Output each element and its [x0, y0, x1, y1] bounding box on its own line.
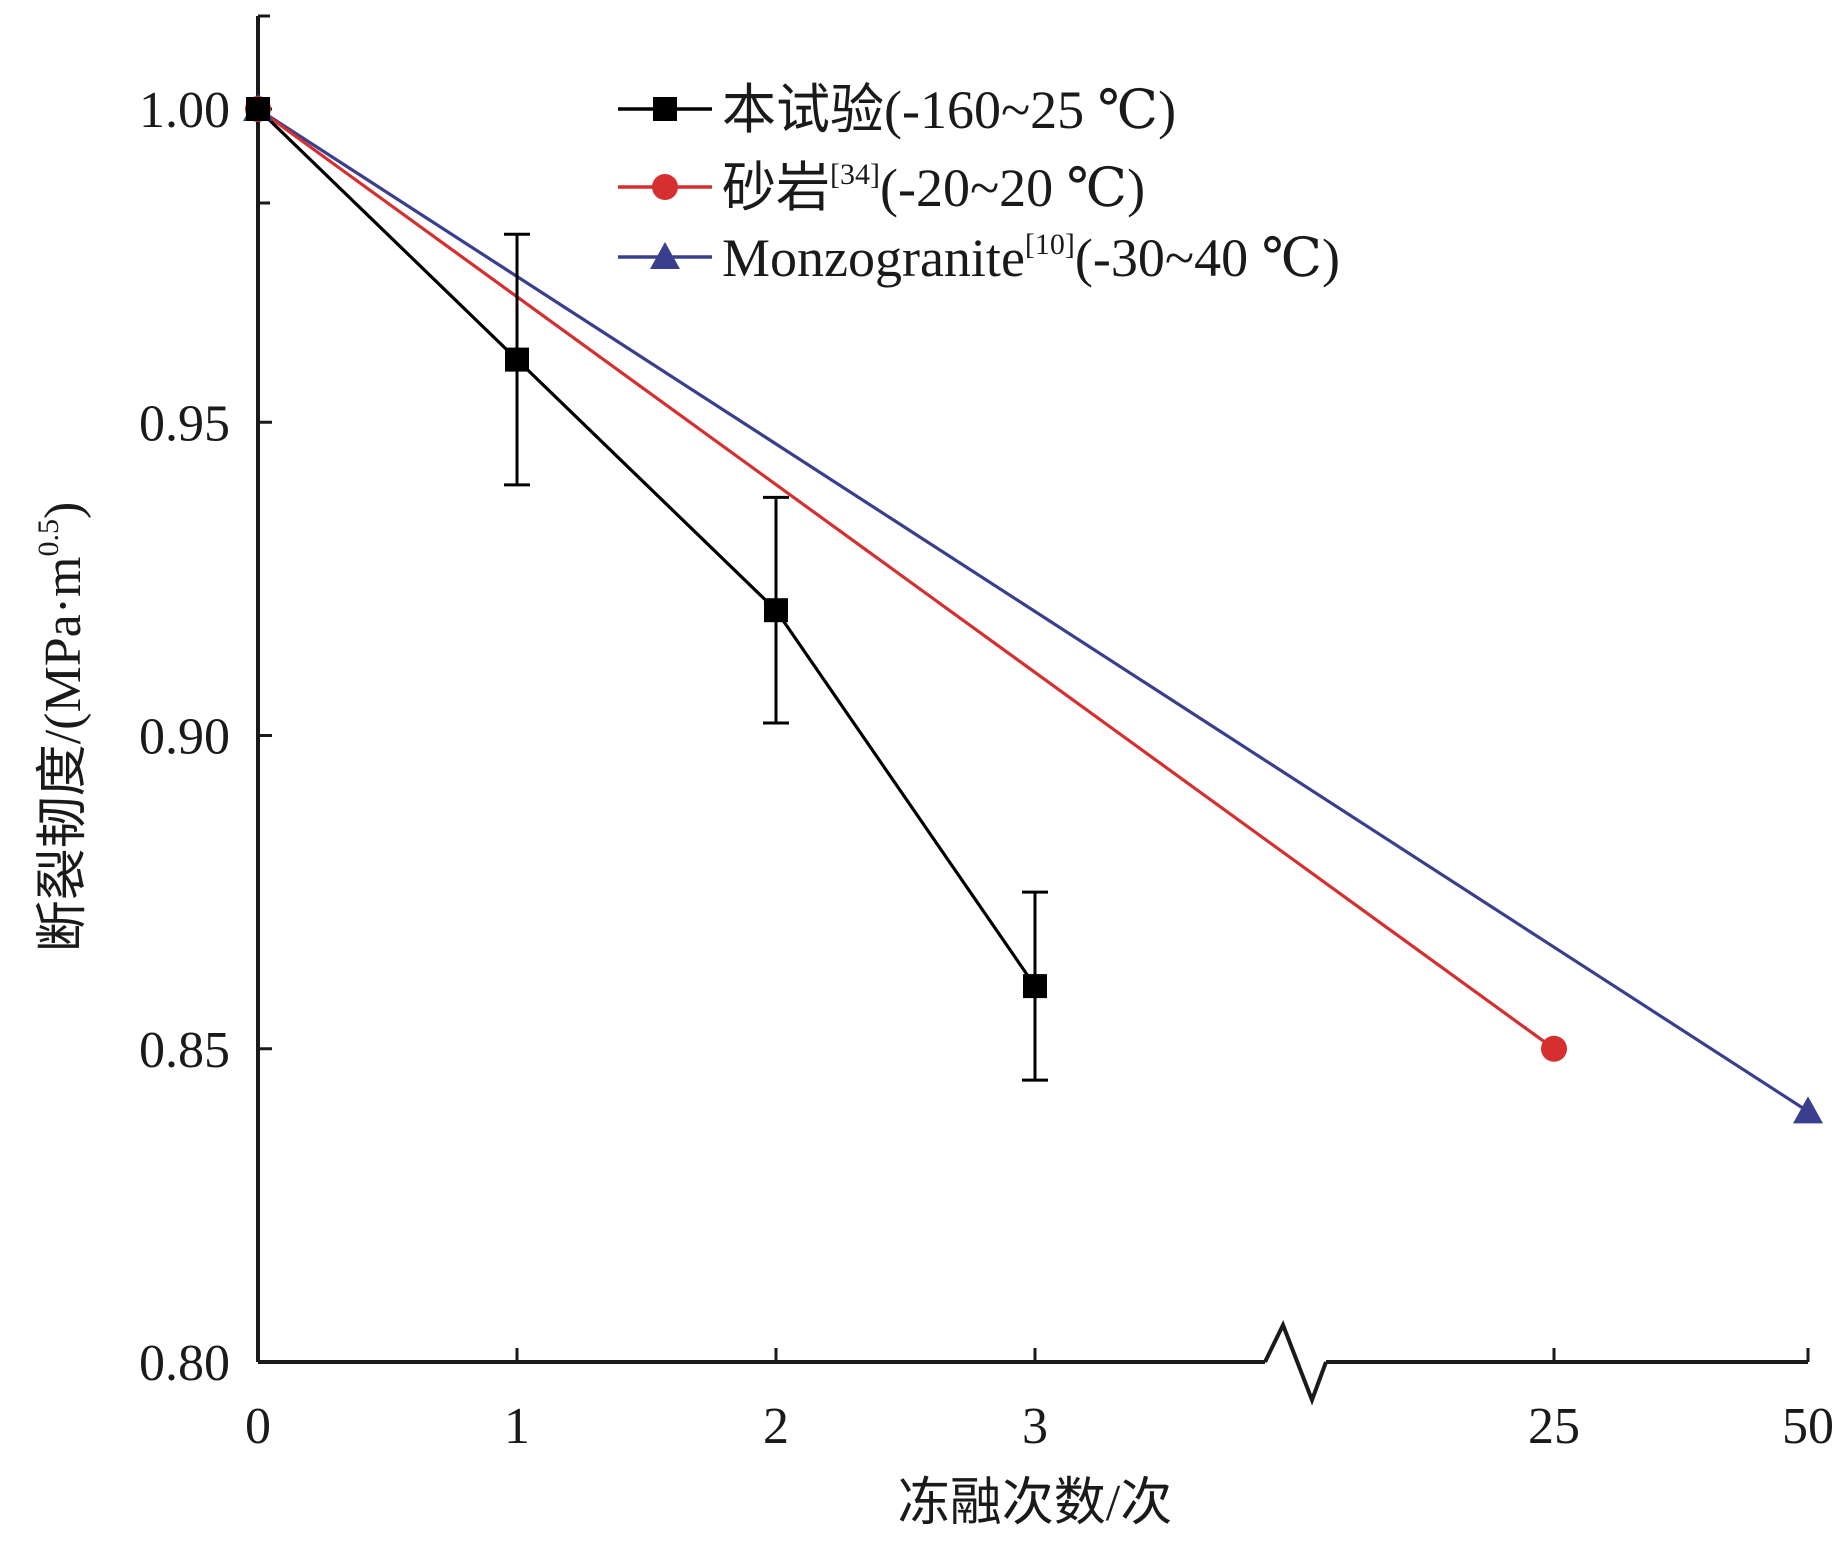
legend-marker	[650, 242, 680, 269]
y-tick-label: 0.80	[139, 1335, 230, 1392]
data-point	[764, 598, 788, 623]
legend-marker	[652, 174, 678, 200]
legend-label-sup: [34]	[830, 158, 880, 191]
x-tick-label: 2	[763, 1398, 789, 1455]
legend-label-tail: (-30~40 ℃)	[1075, 228, 1340, 288]
y-tick-label: 1.00	[139, 82, 230, 139]
legend-label-main: 砂岩	[722, 158, 830, 218]
legend-label-main: Monzogranite	[722, 228, 1025, 288]
legend-label: Monzogranite[10](-30~40 ℃)	[722, 228, 1340, 288]
y-tick-label: 0.90	[139, 709, 230, 766]
legend-label: 本试验(-160~25 ℃)	[722, 80, 1176, 140]
y-tick-label: 0.95	[139, 395, 230, 452]
data-point	[1541, 1035, 1567, 1062]
x-tick-label: 3	[1022, 1398, 1048, 1455]
x-axis-break	[1263, 1319, 1328, 1406]
y-axis-title-sup: 0.5	[32, 519, 65, 557]
series-line	[256, 107, 1037, 988]
data-point	[1023, 974, 1047, 999]
series-line	[257, 107, 1555, 1051]
x-tick-label: 50	[1782, 1398, 1834, 1455]
x-tick-label: 25	[1528, 1398, 1580, 1455]
data-point	[1793, 1096, 1823, 1124]
y-tick-label: 0.85	[139, 1022, 230, 1079]
y-axis-title-main: 断裂韧度/(MPa·m	[35, 557, 92, 953]
y-axis-title: 断裂韧度/(MPa·m0.5)	[32, 502, 92, 953]
legend-label: 砂岩[34](-20~20 ℃)	[722, 158, 1145, 218]
legend-label-main: 本试验(-160~25 ℃)	[722, 80, 1176, 140]
y-axis-title-close: )	[35, 502, 92, 519]
data-point	[246, 97, 270, 121]
x-tick-label: 0	[245, 1398, 271, 1455]
x-tick-label: 1	[504, 1398, 530, 1455]
legend-marker	[653, 97, 677, 121]
data-point	[505, 347, 529, 372]
x-axis-title: 冻融次数/次	[898, 1475, 1172, 1532]
legend-label-tail: (-20~20 ℃)	[880, 158, 1145, 218]
legend-label-sup: [10]	[1025, 228, 1075, 261]
